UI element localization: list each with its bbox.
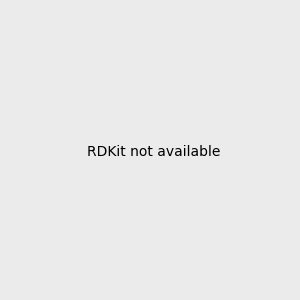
Text: RDKit not available: RDKit not available bbox=[87, 145, 220, 158]
